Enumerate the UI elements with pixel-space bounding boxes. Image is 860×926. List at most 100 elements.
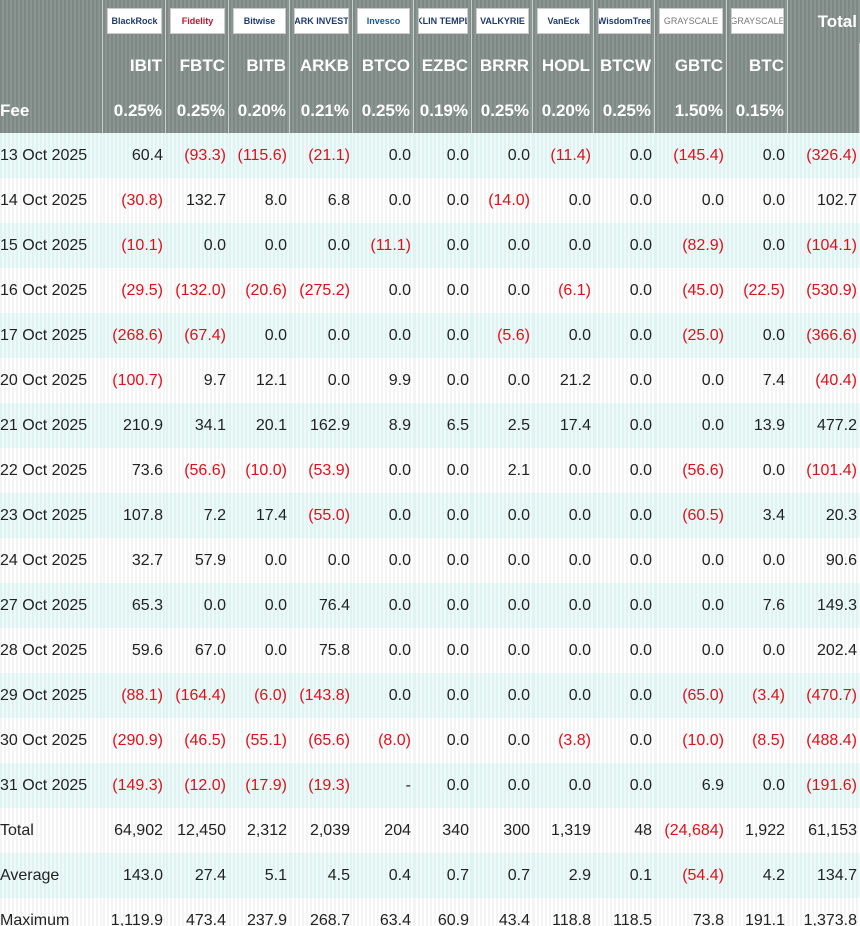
flow-value: 0.0: [290, 358, 353, 403]
flow-value: 0.0: [414, 313, 472, 358]
flow-value: 0.0: [594, 403, 655, 448]
flow-value: 60.4: [103, 133, 166, 178]
flow-value: (88.1): [103, 673, 166, 718]
flow-value: 1,119.9: [103, 898, 166, 926]
flow-value: (82.9): [655, 223, 727, 268]
flow-value: 6.5: [414, 403, 472, 448]
flow-value: 134.7: [788, 853, 860, 898]
flow-value: 0.0: [472, 673, 533, 718]
flow-value: 118.8: [533, 898, 594, 926]
flow-value: (60.5): [655, 493, 727, 538]
flow-value: 162.9: [290, 403, 353, 448]
fund-logo: VanEck: [537, 8, 590, 34]
flow-value: 0.0: [727, 538, 788, 583]
flow-value: 0.0: [655, 628, 727, 673]
flow-value: 0.0: [533, 673, 594, 718]
flow-value: 0.0: [594, 313, 655, 358]
flow-value: (8.5): [727, 718, 788, 763]
flow-value: 61,153: [788, 808, 860, 853]
flow-value: 0.0: [594, 628, 655, 673]
flow-value: 17.4: [229, 493, 290, 538]
fund-logo: WisdomTree: [598, 8, 651, 34]
flow-value: 0.0: [594, 718, 655, 763]
flow-value: (67.4): [166, 313, 229, 358]
row-label: Maximum: [0, 898, 103, 926]
ticker: BITB: [229, 43, 290, 88]
flow-value: 0.0: [727, 313, 788, 358]
flow-value: (275.2): [290, 268, 353, 313]
flow-value: 0.0: [414, 268, 472, 313]
flow-value: (56.6): [655, 448, 727, 493]
flow-value: 0.0: [166, 223, 229, 268]
row-label: 31 Oct 2025: [0, 763, 103, 808]
flow-value: 6.9: [655, 763, 727, 808]
flow-value: 0.0: [533, 178, 594, 223]
flow-value: (40.4): [788, 358, 860, 403]
flow-value: (6.0): [229, 673, 290, 718]
row-label: 29 Oct 2025: [0, 673, 103, 718]
flow-value: 340: [414, 808, 472, 853]
flow-value: 0.0: [533, 763, 594, 808]
ticker: BTC: [727, 43, 788, 88]
flow-value: (10.0): [655, 718, 727, 763]
flow-value: 0.0: [472, 718, 533, 763]
flow-value: 0.7: [472, 853, 533, 898]
flow-value: 60.9: [414, 898, 472, 926]
flow-value: 65.3: [103, 583, 166, 628]
flow-value: (29.5): [103, 268, 166, 313]
flow-value: (12.0): [166, 763, 229, 808]
fee: 1.50%: [655, 88, 727, 133]
flow-value: (530.9): [788, 268, 860, 313]
flow-value: 0.0: [594, 448, 655, 493]
flow-value: 3.4: [727, 493, 788, 538]
flow-value: 149.3: [788, 583, 860, 628]
flow-value: 0.0: [533, 628, 594, 673]
row-label: 17 Oct 2025: [0, 313, 103, 358]
flow-value: (55.1): [229, 718, 290, 763]
flow-value: 48: [594, 808, 655, 853]
flow-value: 34.1: [166, 403, 229, 448]
row-label: 23 Oct 2025: [0, 493, 103, 538]
row-label: Total: [0, 808, 103, 853]
flow-value: 0.0: [533, 313, 594, 358]
flow-value: 0.0: [655, 583, 727, 628]
flow-value: 0.0: [655, 358, 727, 403]
flow-value: 0.0: [414, 763, 472, 808]
flow-value: 0.0: [594, 178, 655, 223]
flow-value: 0.0: [472, 538, 533, 583]
fee: 0.25%: [353, 88, 414, 133]
flow-value: 300: [472, 808, 533, 853]
flow-value: (45.0): [655, 268, 727, 313]
flow-value: 0.0: [727, 223, 788, 268]
flow-value: (46.5): [166, 718, 229, 763]
flow-value: 477.2: [788, 403, 860, 448]
flow-value: 0.0: [594, 673, 655, 718]
flow-value: 0.0: [229, 628, 290, 673]
flow-value: 210.9: [103, 403, 166, 448]
flow-value: 73.6: [103, 448, 166, 493]
flow-value: 202.4: [788, 628, 860, 673]
flow-value: 0.0: [594, 133, 655, 178]
flow-value: 0.0: [353, 673, 414, 718]
flow-value: 63.4: [353, 898, 414, 926]
row-label: 15 Oct 2025: [0, 223, 103, 268]
flow-value: 102.7: [788, 178, 860, 223]
header-cell: [788, 43, 860, 88]
flow-value: (290.9): [103, 718, 166, 763]
flow-value: 1,922: [727, 808, 788, 853]
flow-value: (145.4): [655, 133, 727, 178]
row-label: 28 Oct 2025: [0, 628, 103, 673]
header-cell: [788, 88, 860, 133]
flow-value: 2,312: [229, 808, 290, 853]
ticker: BTCW: [594, 43, 655, 88]
flow-value: 0.0: [353, 583, 414, 628]
fee: 0.20%: [533, 88, 594, 133]
flow-value: 12.1: [229, 358, 290, 403]
flow-value: 237.9: [229, 898, 290, 926]
row-label: 27 Oct 2025: [0, 583, 103, 628]
flow-value: 59.6: [103, 628, 166, 673]
flow-value: (55.0): [290, 493, 353, 538]
flow-value: 7.6: [727, 583, 788, 628]
flow-value: 0.0: [655, 538, 727, 583]
flow-value: 0.0: [655, 403, 727, 448]
